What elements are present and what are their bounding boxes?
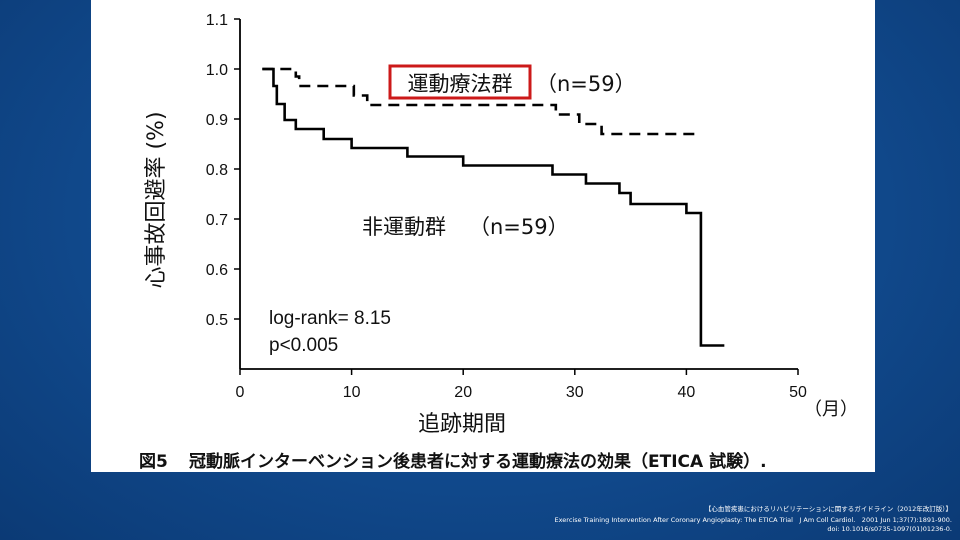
series-line-control [262, 67, 703, 224]
y-axis-title: 心事故回避率 (%) [144, 111, 169, 288]
x-tick-label: 30 [566, 384, 584, 401]
y-tick-label: 0.9 [206, 112, 228, 129]
series-n-exercise: （n=59） [536, 72, 636, 96]
y-tick-label: 0.8 [206, 162, 228, 179]
reference-line-3: doi: 10.1016/s0735-1097(01)01236-0. [827, 525, 952, 533]
x-axis-unit: （月） [804, 399, 858, 420]
km-chart: 0.5 0.6 0.7 0.8 0.9 1.0 1.1 0 10 20 30 40 50 追跡期間 （月）… [139, 12, 858, 472]
y-tick-label: 0.5 [206, 312, 228, 329]
y-tick-label: 0.6 [206, 262, 228, 279]
series-line-control-tail [699, 224, 725, 347]
exercise-label-box [388, 64, 532, 100]
reference-line-1: 【心血管疾患におけるリハビリテーションに関するガイドライン（2012年改訂版）】 [704, 505, 952, 513]
figure-number: 図5 [139, 452, 168, 472]
x-tick-label: 40 [678, 384, 696, 401]
y-tick-label: 1.1 [206, 12, 228, 29]
x-tick-label: 20 [454, 384, 472, 401]
figure-caption: 冠動脈インターベンション後患者に対する運動療法の効果（ETICA 試験）. [189, 451, 767, 472]
series-n-control: （n=59） [469, 215, 569, 239]
x-tick-label: 0 [236, 384, 245, 401]
series-line-exercise [262, 67, 701, 136]
x-tick-label: 10 [343, 384, 361, 401]
x-tick-label: 50 [789, 384, 807, 401]
logrank-label: log-rank= 8.15 [269, 308, 391, 329]
reference-line-2: Exercise Training Intervention After Cor… [554, 516, 952, 524]
x-axis-title: 追跡期間 [418, 412, 506, 437]
series-label-exercise: 運動療法群 [408, 72, 513, 96]
figure-card: 0.5 0.6 0.7 0.8 0.9 1.0 1.1 0 10 20 30 40 50 追跡期間 （月）… [91, 0, 875, 472]
series-label-control: 非運動群 [362, 215, 446, 239]
y-tick-label: 1.0 [206, 62, 228, 79]
y-tick-label: 0.7 [206, 212, 228, 229]
pvalue-label: p<0.005 [269, 335, 338, 356]
